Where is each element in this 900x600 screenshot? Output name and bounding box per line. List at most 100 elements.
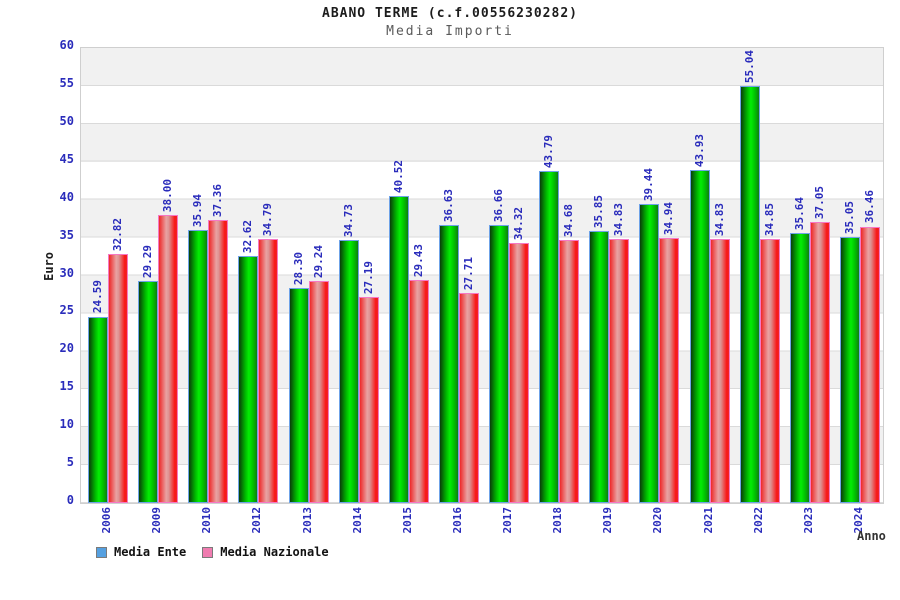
y-tick-label: 30	[59, 265, 74, 280]
bar-value-label: 39.44	[642, 167, 656, 201]
y-tick-label: 5	[66, 455, 74, 470]
x-tick-label: 2006	[100, 507, 113, 534]
x-tick-label: 2019	[601, 507, 615, 534]
bar-value-label: 55.04	[742, 49, 756, 83]
legend-label-media-nazionale: Media Nazionale	[220, 545, 329, 559]
bar-media-ente	[88, 316, 108, 503]
bar-media-ente	[739, 85, 760, 503]
bar-media-nazionale	[809, 222, 830, 503]
y-tick-label: 50	[59, 113, 74, 128]
x-tick-label: 2010	[200, 507, 214, 534]
bar-value-label: 36.63	[441, 189, 455, 223]
legend: Media Ente Media Nazionale	[96, 545, 329, 559]
legend-item-media-ente: Media Ente	[96, 545, 186, 559]
bar-value-label: 35.94	[191, 194, 205, 228]
y-tick-label: 15	[59, 379, 74, 394]
chart-title: ABANO TERME (c.f.00556230282)	[322, 6, 578, 21]
x-tick-label: 2009	[150, 507, 164, 534]
bar-value-label: 28.30	[291, 252, 305, 286]
bar-media-ente	[689, 169, 710, 503]
bar-media-nazionale	[709, 238, 730, 503]
x-tick-label: 2016	[450, 507, 464, 534]
legend-marker-media-nazionale-icon	[202, 546, 214, 558]
bar-media-ente	[188, 230, 209, 503]
bar-value-label: 27.71	[461, 256, 475, 290]
bar-media-nazionale	[258, 239, 279, 503]
x-tick-label: 2015	[400, 507, 414, 534]
bar-media-nazionale	[859, 226, 880, 503]
bar-value-label: 24.59	[91, 280, 104, 314]
bar-value-label: 34.83	[612, 202, 626, 236]
x-tick-label: 2014	[350, 507, 364, 534]
x-tick-label: 2022	[751, 507, 765, 534]
x-tick-label: 2013	[300, 507, 314, 534]
plot-area: 24.59 32.82 29.29 38.00 35.94 37.36 32.62 34.79…	[80, 47, 884, 504]
chart-subtitle: Media Importi	[386, 24, 514, 39]
y-tick-label: 0	[66, 493, 74, 507]
bar-value-label: 37.36	[211, 183, 225, 217]
legend-label-media-ente: Media Ente	[114, 545, 187, 559]
bar-media-nazionale	[158, 214, 179, 503]
bar-value-label: 38.00	[161, 178, 175, 212]
bar-media-nazionale	[108, 254, 128, 503]
x-tick-label: 2023	[801, 507, 815, 534]
bar-value-label: 34.85	[762, 202, 776, 236]
bar-value-label: 35.05	[842, 201, 856, 235]
x-tick-label: 2021	[701, 507, 715, 534]
y-tick-label: 60	[59, 38, 74, 52]
bar-media-ente	[338, 239, 359, 503]
x-tick-label: 2020	[651, 507, 665, 534]
bar-value-label: 34.79	[261, 203, 275, 237]
bar-media-ente	[489, 225, 509, 503]
bar-media-ente	[789, 232, 810, 503]
bar-value-label: 27.19	[361, 260, 375, 294]
bar-value-label: 43.79	[542, 134, 556, 168]
bar-value-label: 32.82	[111, 218, 124, 252]
bar-media-ente	[438, 225, 459, 503]
y-tick-label: 20	[59, 341, 74, 356]
bar-media-ente	[238, 255, 259, 503]
bar-value-label: 29.29	[141, 244, 155, 278]
bar-media-nazionale	[358, 296, 379, 503]
bar-media-ente	[288, 288, 309, 503]
y-tick-label: 35	[59, 227, 74, 242]
bar-value-label: 40.52	[391, 159, 405, 193]
bar-media-nazionale	[208, 219, 229, 503]
bar-value-label: 34.83	[712, 202, 726, 236]
bar-value-label: 43.93	[692, 133, 706, 167]
x-axis-title: Anno	[857, 529, 886, 543]
bar-media-nazionale	[659, 238, 680, 503]
bar-media-nazionale	[559, 240, 580, 503]
bar-value-label: 35.85	[592, 195, 606, 229]
y-tick-label: 10	[59, 417, 74, 432]
y-tick-label: 25	[59, 303, 74, 318]
bar-media-ente	[138, 280, 159, 503]
bar-media-ente	[388, 195, 409, 503]
bar-value-label: 36.46	[862, 190, 876, 224]
bar-value-label: 36.66	[492, 188, 505, 222]
bar-value-label: 37.05	[812, 185, 826, 220]
bar-value-label: 34.68	[562, 203, 576, 238]
bar-value-label: 29.43	[411, 243, 425, 277]
y-tick-label: 40	[59, 189, 74, 204]
bar-value-label: 29.24	[311, 245, 325, 279]
bar-media-nazionale	[759, 238, 780, 503]
bar-media-nazionale	[308, 281, 329, 503]
bar-media-nazionale	[509, 242, 529, 503]
x-tick-label: 2018	[551, 507, 565, 534]
bar-media-nazionale	[408, 279, 429, 503]
bar-value-label: 34.32	[512, 206, 525, 240]
bar-media-ente	[639, 203, 660, 503]
bar-media-ente	[839, 237, 860, 503]
x-tick-label: 2017	[501, 507, 514, 534]
bar-media-ente	[589, 231, 610, 503]
bar-media-nazionale	[609, 238, 630, 503]
bar-value-label: 34.73	[341, 203, 355, 237]
bar-value-label: 34.94	[662, 201, 676, 236]
bar-value-label: 35.64	[792, 196, 806, 230]
legend-marker-media-ente-icon	[96, 546, 107, 558]
x-axis-ticks: 2006 2009 2010 2012 2013 2014 2015 2016 2017 2018…	[0, 507, 900, 543]
bar-value-label: 32.62	[241, 219, 255, 253]
bar-media-ente	[539, 170, 560, 503]
